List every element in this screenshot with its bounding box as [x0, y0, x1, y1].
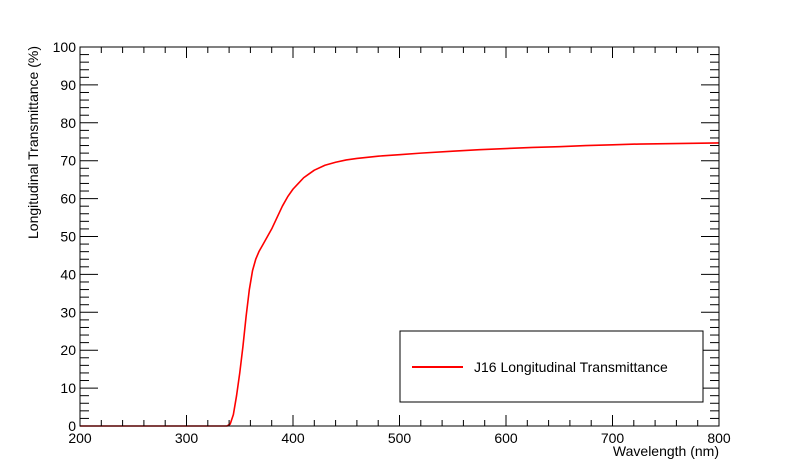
series-line-0 [80, 142, 720, 427]
y-tick-label: 10 [60, 380, 76, 396]
x-tick-label: 600 [494, 430, 518, 446]
y-tick-label: 80 [60, 115, 76, 131]
y-tick-label: 30 [60, 304, 76, 320]
x-tick-label: 500 [388, 430, 412, 446]
x-tick-label: 700 [601, 430, 625, 446]
y-tick-label: 50 [60, 229, 76, 245]
x-tick-label: 400 [281, 430, 305, 446]
y-tick-label: 60 [60, 191, 76, 207]
y-axis-title: Longitudinal Transmittance (%) [25, 46, 41, 239]
x-tick-label: 200 [68, 430, 92, 446]
y-tick-label: 0 [68, 418, 76, 434]
series-layer [80, 142, 720, 427]
labels-layer: 200 300 400 500 600 700 800 0 10 20 30 40 50 60 70 80 90… [53, 39, 731, 446]
y-tick-label: 100 [53, 39, 77, 55]
y-tick-label: 90 [60, 77, 76, 93]
legend-label-j16: J16 Longitudinal Transmittance [474, 359, 668, 375]
y-tick-label: 40 [60, 266, 76, 282]
y-tick-label: 70 [60, 153, 76, 169]
x-tick-label: 300 [175, 430, 199, 446]
legend: J16 Longitudinal Transmittance [399, 330, 704, 403]
x-axis-title: Wavelength (nm) [613, 443, 719, 459]
axes-layer [79, 46, 720, 427]
y-tick-label: 20 [60, 342, 76, 358]
x-tick-label: 800 [707, 430, 731, 446]
